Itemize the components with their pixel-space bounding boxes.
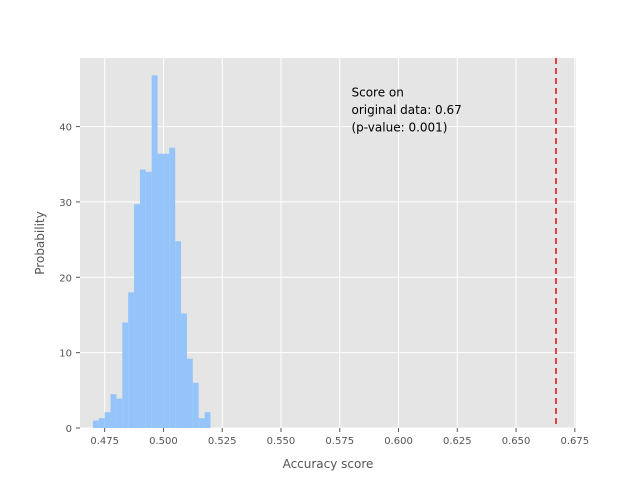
histogram-bar	[116, 398, 123, 428]
histogram-bar	[92, 420, 99, 428]
histogram-bar	[104, 412, 111, 428]
y-axis-ticks: 0 10 20 30 40	[59, 123, 80, 435]
y-tick-label: 10	[59, 349, 72, 360]
x-tick-label: 0.550	[267, 436, 296, 447]
y-tick-label: 30	[59, 198, 72, 209]
y-tick-label: 20	[59, 273, 72, 284]
x-tick-label: 0.575	[325, 436, 354, 447]
histogram-bar	[186, 358, 193, 428]
histogram-bar	[145, 171, 152, 428]
x-tick-label: 0.525	[208, 436, 237, 447]
annotation-line: Score on	[352, 85, 404, 99]
y-tick-label: 0	[66, 424, 72, 435]
histogram-bar	[134, 204, 140, 428]
x-tick-label: 0.500	[149, 436, 178, 447]
y-tick-label: 40	[59, 123, 72, 134]
grid-lines	[80, 58, 576, 429]
histogram-bar	[163, 153, 170, 429]
score-annotation: Score on original data: 0.67 (p-value: 0.0…	[352, 85, 462, 134]
x-axis-label: Accuracy score	[283, 457, 374, 471]
histogram-bar	[157, 153, 164, 429]
histogram-bar	[151, 75, 158, 429]
histogram-bar	[169, 147, 176, 428]
x-tick-label: 0.475	[90, 436, 119, 447]
histogram-bars	[92, 75, 211, 429]
histogram-bar	[181, 313, 187, 428]
histogram-bar	[192, 382, 199, 428]
histogram-bar	[98, 418, 105, 428]
x-axis-ticks: 0.475 0.500 0.525 0.550 0.575 0.600 0.625 0.650…	[90, 428, 589, 447]
histogram-bar	[128, 292, 135, 428]
x-tick-label: 0.650	[502, 436, 531, 447]
y-axis-label: Probability	[33, 211, 47, 274]
x-tick-label: 0.625	[443, 436, 472, 447]
histogram-bar	[122, 322, 129, 428]
histogram-bar	[139, 169, 146, 428]
histogram-bar	[198, 418, 205, 428]
annotation-line: original data: 0.67	[352, 103, 462, 117]
histogram-bar	[110, 394, 117, 428]
x-tick-label: 0.675	[561, 436, 590, 447]
x-tick-label: 0.600	[384, 436, 413, 447]
annotation-line: (p-value: 0.001)	[352, 120, 448, 134]
histogram-bar	[204, 412, 211, 428]
histogram-bar	[175, 241, 182, 428]
